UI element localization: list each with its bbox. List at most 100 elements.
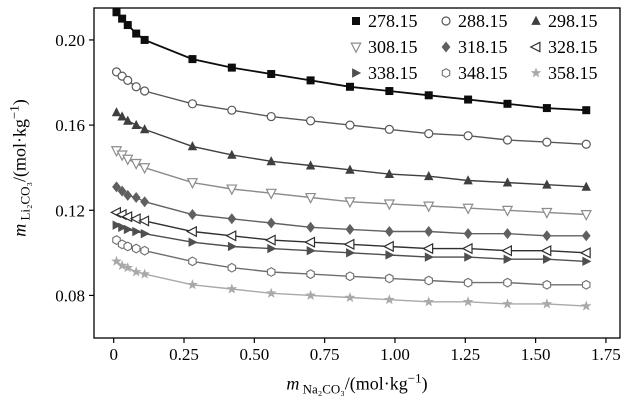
star-marker [384, 294, 395, 305]
legend-label: 278.15 [368, 11, 418, 31]
triangle-up-marker [131, 119, 141, 129]
triangle-up-marker [123, 115, 133, 125]
square-marker [132, 29, 141, 38]
series-358.15 [111, 255, 592, 311]
hexagon-marker [385, 273, 394, 284]
triangle-left-marker [500, 245, 512, 257]
diamond-marker [384, 226, 394, 238]
diamond-marker [542, 230, 552, 242]
triangle-right-marker [123, 224, 133, 235]
series-line [115, 11, 587, 112]
triangle-right-marker [132, 226, 142, 237]
circle-marker [227, 105, 237, 115]
triangle-down-marker [265, 188, 277, 200]
triangle-up-marker [111, 107, 122, 117]
square-marker [464, 95, 473, 104]
hexagon-marker [463, 277, 473, 288]
axis-label-part: /(mol·kg [344, 373, 408, 394]
star-marker [541, 298, 553, 309]
legend-label: 318.15 [458, 37, 508, 57]
diamond-marker [117, 185, 127, 197]
diamond-marker [227, 213, 237, 225]
circle-marker [502, 135, 513, 145]
legend-item-298.15: 298.15 [531, 11, 598, 31]
legend-item-338.15: 338.15 [352, 63, 418, 83]
star-marker [122, 262, 134, 273]
legend: 278.15 288.15 298.15 308.15 318.15 328.15 338.… [350, 11, 598, 83]
circle-marker [140, 86, 150, 96]
x-tick-label: 1.75 [591, 345, 621, 364]
series-328.15 [109, 206, 591, 259]
star-marker [130, 266, 142, 277]
triangle-right-marker [424, 252, 434, 262]
star-marker [462, 296, 474, 307]
triangle-down-marker [541, 207, 553, 219]
x-tick-label: 1.00 [380, 345, 410, 364]
x-tick-label: 1.50 [521, 345, 551, 364]
triangle-down-marker [423, 201, 435, 213]
square-marker [582, 106, 591, 115]
triangle-up-marker [266, 156, 276, 166]
triangle-down-marker [122, 154, 134, 166]
triangle-down-marker [138, 163, 151, 175]
triangle-right-marker [140, 228, 150, 239]
diamond-marker [581, 230, 591, 242]
star-marker [111, 255, 122, 266]
triangle-left-marker [225, 230, 237, 242]
legend-label: 298.15 [548, 11, 598, 31]
circle-marker [542, 137, 552, 147]
square-marker [503, 99, 512, 108]
triangle-left-marker [185, 225, 197, 238]
square-marker [385, 87, 394, 96]
y-tick-label: 0.08 [55, 286, 85, 305]
square-marker [123, 21, 132, 30]
triangle-up-marker [424, 170, 434, 181]
triangle-down-marker [130, 158, 142, 170]
axis-label-part: Li₂CO₃ [17, 182, 33, 224]
diamond-marker [188, 209, 197, 221]
circle-marker [441, 16, 451, 26]
plot-frame [93, 7, 621, 339]
diamond-marker [140, 196, 150, 208]
series-line [116, 71, 587, 145]
axis-label-part: ) [9, 99, 30, 106]
triangle-right-marker [503, 254, 513, 264]
axis-label-part: ) [421, 373, 428, 394]
triangle-up-marker [139, 124, 150, 134]
legend-item-288.15: 288.15 [441, 11, 508, 31]
triangle-down-marker [226, 184, 238, 196]
square-marker [267, 70, 276, 78]
star-marker [226, 283, 238, 294]
triangle-down-marker [344, 197, 356, 209]
star-marker [530, 67, 542, 78]
diamond-marker [123, 189, 133, 201]
diamond-marker [424, 226, 434, 238]
star-marker [580, 300, 592, 311]
square-marker [188, 55, 197, 64]
triangle-left-marker [422, 242, 434, 255]
triangle-up-marker [463, 175, 473, 185]
circle-marker [581, 139, 591, 149]
legend-label: 358.15 [548, 63, 598, 83]
legend-item-348.15: 348.15 [441, 63, 508, 83]
diamond-marker [503, 228, 512, 240]
hexagon-marker [131, 243, 141, 254]
square-marker [306, 76, 315, 85]
circle-marker [266, 111, 276, 122]
x-tick-label: 0.25 [169, 345, 199, 364]
hexagon-marker [542, 279, 552, 290]
triangle-down-marker [383, 199, 396, 211]
y-tick-label: 0.12 [55, 201, 85, 220]
triangle-up-marker [531, 15, 541, 25]
circle-marker [424, 129, 434, 139]
triangle-right-marker [352, 68, 362, 78]
triangle-up-marker [542, 179, 552, 189]
triangle-down-marker [304, 192, 317, 204]
square-marker [140, 35, 149, 44]
series-line [116, 186, 587, 237]
triangle-up-marker [502, 177, 513, 187]
hexagon-marker [306, 269, 315, 280]
axis-label-part: Na₂CO₃ [299, 381, 345, 397]
triangle-left-marker [129, 213, 141, 225]
triangle-left-marker [121, 210, 133, 223]
